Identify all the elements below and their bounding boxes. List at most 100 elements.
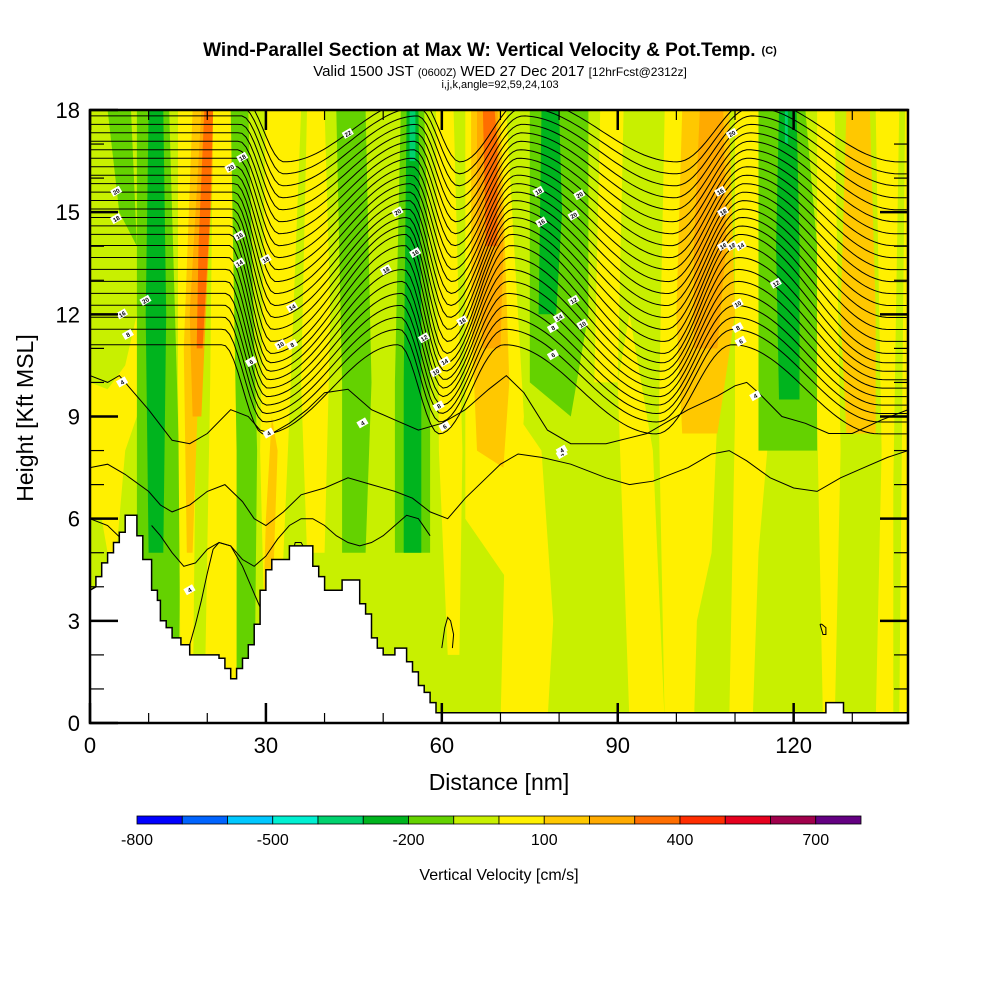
contour-label-bg bbox=[233, 257, 246, 269]
contour-label-bg bbox=[576, 318, 589, 330]
contour-label-bg bbox=[532, 185, 545, 197]
y-tick-label: 18 bbox=[56, 98, 80, 123]
copyright-mark: (C) bbox=[762, 45, 778, 57]
contour-label-text: 14 bbox=[236, 260, 245, 269]
contour-label-bg bbox=[725, 127, 738, 139]
contour-label: 12 bbox=[417, 332, 431, 344]
contour-label-text: 14 bbox=[288, 304, 297, 313]
theta-contour-line bbox=[90, 208, 907, 319]
contour-label: 4 bbox=[356, 417, 369, 429]
contour-label-text: 22 bbox=[344, 130, 353, 139]
contour-label-bg bbox=[438, 420, 451, 432]
contour-label-bg bbox=[110, 185, 123, 197]
contour-label: 18 bbox=[379, 264, 392, 275]
contour-label-text: 18 bbox=[719, 208, 728, 217]
contour-label-text: 4 bbox=[753, 393, 759, 400]
colorbar-swatch bbox=[453, 815, 500, 825]
contour-label-bg bbox=[731, 322, 744, 334]
contour-label-text: 14 bbox=[441, 358, 450, 367]
contour-label-text: 18 bbox=[728, 242, 737, 251]
x-tick-label: 90 bbox=[605, 733, 629, 758]
contour-label-bg bbox=[274, 339, 287, 351]
contour-label-text: 10 bbox=[277, 341, 286, 350]
contour-label-bg bbox=[115, 308, 129, 320]
y-tick-label: 3 bbox=[68, 609, 80, 634]
axes: 0 3 6 9 12 15 18 0 30 60 90 120 bbox=[56, 98, 910, 758]
colorbar-swatch bbox=[317, 815, 364, 825]
theta-contour-line bbox=[90, 344, 907, 435]
colorbar-swatch bbox=[498, 815, 545, 825]
chart-subtitle: Valid 1500 JST (0600Z) WED 27 Dec 2017 [12h… bbox=[313, 63, 687, 80]
contour-label-text: 20 bbox=[570, 212, 579, 221]
contour-label-text: 14 bbox=[555, 314, 564, 323]
colorbar: -800 -500 -200 100 400 700 bbox=[121, 815, 862, 849]
colorbar-swatch bbox=[724, 815, 771, 825]
velocity-region bbox=[145, 110, 167, 553]
valid-time: Valid 1500 JST bbox=[313, 63, 414, 80]
x-axis-label: Distance [nm] bbox=[429, 769, 570, 795]
contour-label-text: 4 bbox=[360, 420, 366, 427]
colorbar-swatch bbox=[634, 815, 681, 825]
contour-label-text: 6 bbox=[249, 359, 255, 366]
x-tick-label: 30 bbox=[254, 733, 278, 758]
theta-contour-line bbox=[90, 174, 907, 271]
contour-label: 14 bbox=[285, 301, 299, 313]
theta-contour-line bbox=[90, 292, 907, 398]
contour-label-text: 20 bbox=[394, 208, 403, 217]
contour-label-text: 10 bbox=[432, 368, 441, 377]
contour-label-bg bbox=[409, 247, 422, 259]
velocity-region bbox=[107, 110, 137, 247]
contour-label: 16 bbox=[535, 216, 548, 228]
theta-contour-line bbox=[90, 149, 907, 235]
theta-contour-line bbox=[90, 115, 907, 187]
theta-contours bbox=[90, 110, 908, 649]
contour-label-text: 18 bbox=[239, 154, 248, 163]
colorbar-tick-label: -200 bbox=[392, 832, 424, 849]
contour-label-bg bbox=[417, 332, 431, 344]
contour-label: 10 bbox=[274, 339, 287, 351]
y-tick-label: 15 bbox=[56, 200, 80, 225]
theta-contour-line bbox=[90, 244, 907, 364]
contour-label: 6 bbox=[244, 356, 258, 368]
contour-label: 20 bbox=[110, 185, 123, 197]
contour-label: 18 bbox=[716, 206, 730, 217]
contour-label-bg bbox=[555, 444, 568, 456]
theta-contour-line bbox=[151, 514, 431, 567]
contour-label: 12 bbox=[769, 277, 782, 289]
theta-contour-line bbox=[90, 225, 907, 342]
contour-label-bg bbox=[432, 400, 445, 412]
contour-label: 4 bbox=[183, 584, 196, 596]
contour-label: 8 bbox=[121, 328, 134, 340]
contour-label-bg bbox=[110, 213, 123, 225]
contour-label: 20 bbox=[224, 161, 237, 173]
contour-label-bg bbox=[716, 240, 730, 252]
contour-label-text: 8 bbox=[735, 325, 741, 332]
contour-label-text: 16 bbox=[538, 219, 547, 228]
contour-label-text: 16 bbox=[459, 317, 468, 326]
contour-label: 20 bbox=[725, 127, 738, 139]
contour-label-text: 20 bbox=[227, 164, 236, 173]
contour-label: 18 bbox=[110, 213, 123, 225]
contour-label-bg bbox=[236, 151, 249, 163]
contour-label-text: 8 bbox=[436, 403, 442, 410]
colorbar-swatch bbox=[272, 815, 319, 825]
colorbar-swatch bbox=[770, 815, 817, 825]
contour-label: 8 bbox=[546, 322, 560, 334]
forecast-info: [12hrFcst@2312z] bbox=[589, 65, 687, 79]
y-axis-label: Height [Kft MSL] bbox=[12, 334, 38, 501]
contour-label: 20 bbox=[391, 206, 404, 217]
contour-label-bg bbox=[429, 366, 442, 378]
contour-label-bg bbox=[734, 240, 747, 252]
contour-label-bg bbox=[285, 339, 299, 351]
contour-label: 4 bbox=[115, 376, 129, 388]
contour-label: 14 bbox=[438, 356, 451, 367]
contour-label-text: 6 bbox=[551, 352, 557, 359]
terrain-layer bbox=[90, 514, 908, 723]
contour-label: 22 bbox=[341, 127, 354, 139]
colorbar-swatch bbox=[408, 815, 455, 825]
x-tick-label: 60 bbox=[430, 733, 454, 758]
colorbar-swatch bbox=[227, 815, 274, 825]
contour-label: 14 bbox=[233, 257, 246, 269]
velocity-region bbox=[617, 314, 665, 723]
